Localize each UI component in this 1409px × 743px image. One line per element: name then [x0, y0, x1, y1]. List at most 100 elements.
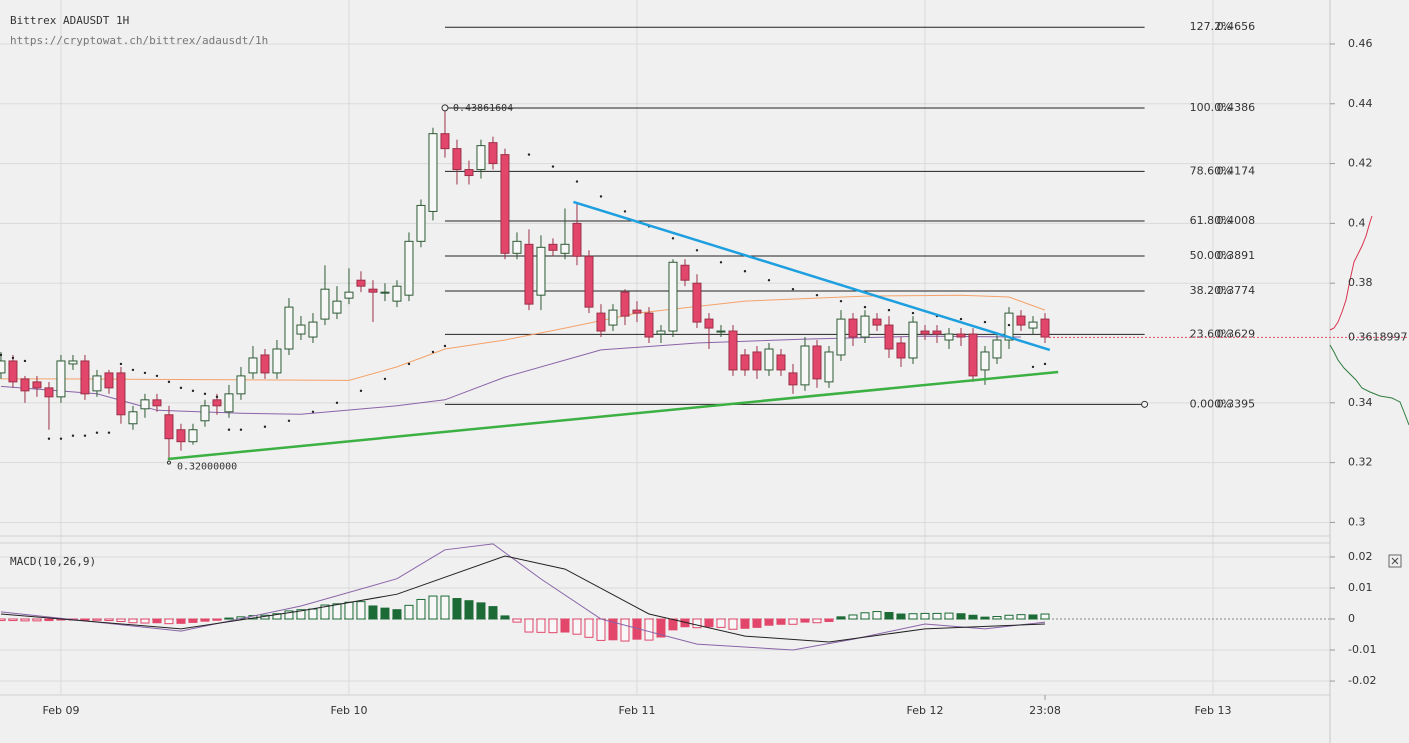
macd-bar [812, 618, 822, 624]
macd-bar [956, 613, 966, 620]
annotation-label: 0.32000000 [177, 462, 237, 473]
macd-bar [968, 614, 978, 620]
candle-body [356, 279, 366, 287]
sar-dot [179, 386, 183, 390]
close-icon[interactable] [1391, 557, 1399, 565]
cursor-time-label: 23:08 [1029, 704, 1061, 717]
candle-body [716, 330, 726, 333]
sar-dot [983, 320, 987, 324]
macd-bar [404, 604, 414, 620]
macd-bar [104, 618, 114, 622]
candle-body [272, 348, 282, 374]
candle-body [452, 148, 462, 171]
y-tick-label: -0.02 [1348, 674, 1376, 687]
sar-dot [23, 359, 27, 363]
macd-bar [800, 618, 810, 623]
x-tick-label: Feb 13 [1195, 704, 1232, 717]
candle-body [488, 142, 498, 165]
trendline [573, 200, 1051, 352]
sar-dot [767, 279, 771, 282]
y-tick-label: 0.44 [1348, 97, 1373, 110]
candle-body [836, 318, 846, 356]
fib-value: 0.3891 [1217, 249, 1256, 262]
candle-body [392, 285, 402, 302]
sar-dot [1007, 323, 1011, 327]
macd-bar [740, 618, 750, 629]
candle-body [980, 351, 990, 371]
macd-bar [344, 601, 354, 620]
sar-dot [791, 287, 795, 291]
candle-body [128, 411, 138, 425]
sar-dot [863, 305, 867, 309]
macd-bar [440, 595, 450, 620]
candle-body [404, 240, 414, 296]
macd-bar [644, 618, 654, 641]
close-button[interactable] [1388, 554, 1402, 568]
sar-dot [59, 437, 63, 440]
candle-body [812, 345, 822, 380]
macd-bar [668, 618, 678, 631]
fib-percent: 100.0% [1190, 101, 1232, 114]
macd-bar [992, 616, 1002, 620]
sar-dot [527, 153, 531, 156]
fib-value: 0.3629 [1217, 327, 1256, 340]
macd-bar [188, 618, 198, 623]
macd-bar [596, 618, 606, 641]
sar-dot [0, 353, 3, 357]
fib-value: 0.4656 [1217, 20, 1256, 33]
macd-bar [200, 618, 210, 622]
y-tick-label: 0.34 [1348, 396, 1373, 409]
candle-body [584, 255, 594, 308]
candle-body [536, 246, 546, 296]
macd-bar [1040, 613, 1050, 620]
candle-body [728, 330, 738, 371]
candle-body [296, 324, 306, 335]
y-tick-label: 0.32 [1348, 456, 1373, 469]
candle-body [152, 399, 162, 407]
sar-dot [107, 431, 111, 434]
candle-body [632, 309, 642, 314]
x-tick-label: Feb 12 [906, 704, 943, 717]
sar-dot [95, 431, 99, 434]
macd-bar [776, 618, 786, 625]
macd-bar [164, 618, 174, 625]
sar-dot [383, 377, 387, 381]
candle-body [788, 372, 798, 386]
macd-bar [32, 618, 42, 622]
candle-body [224, 393, 234, 413]
macd-bar [512, 618, 522, 623]
candle-body [680, 264, 690, 281]
candle-body [668, 261, 678, 332]
fib-value: 0.4386 [1217, 101, 1256, 114]
candle-body [284, 306, 294, 350]
sar-dot [11, 356, 15, 360]
macd-bar [212, 618, 222, 621]
x-tick-label: Feb 10 [330, 704, 367, 717]
macd-bar [392, 609, 402, 620]
sar-dot [83, 434, 87, 437]
fib-anchor [1141, 400, 1149, 408]
macd-bar [656, 618, 666, 638]
sar-dot [887, 308, 891, 312]
candle-body [344, 291, 354, 299]
macd-bar [704, 618, 714, 628]
grid-layer [0, 0, 1330, 695]
depth-ask [1329, 215, 1373, 331]
candle-body [332, 300, 342, 314]
candle-body [188, 429, 198, 443]
candle-body [824, 351, 834, 383]
candle-body [524, 243, 534, 305]
sar-dot [143, 371, 147, 375]
x-tick-label: Feb 09 [42, 704, 79, 717]
fib-value: 0.3774 [1217, 284, 1256, 297]
candle-body [1016, 315, 1026, 326]
sar-dot [695, 249, 699, 252]
candle-body [920, 330, 930, 335]
candle-body [20, 378, 30, 392]
sar-dot [1043, 362, 1047, 366]
close-box[interactable] [1388, 554, 1402, 568]
macd-bar [464, 600, 474, 620]
candle-body [104, 372, 114, 389]
